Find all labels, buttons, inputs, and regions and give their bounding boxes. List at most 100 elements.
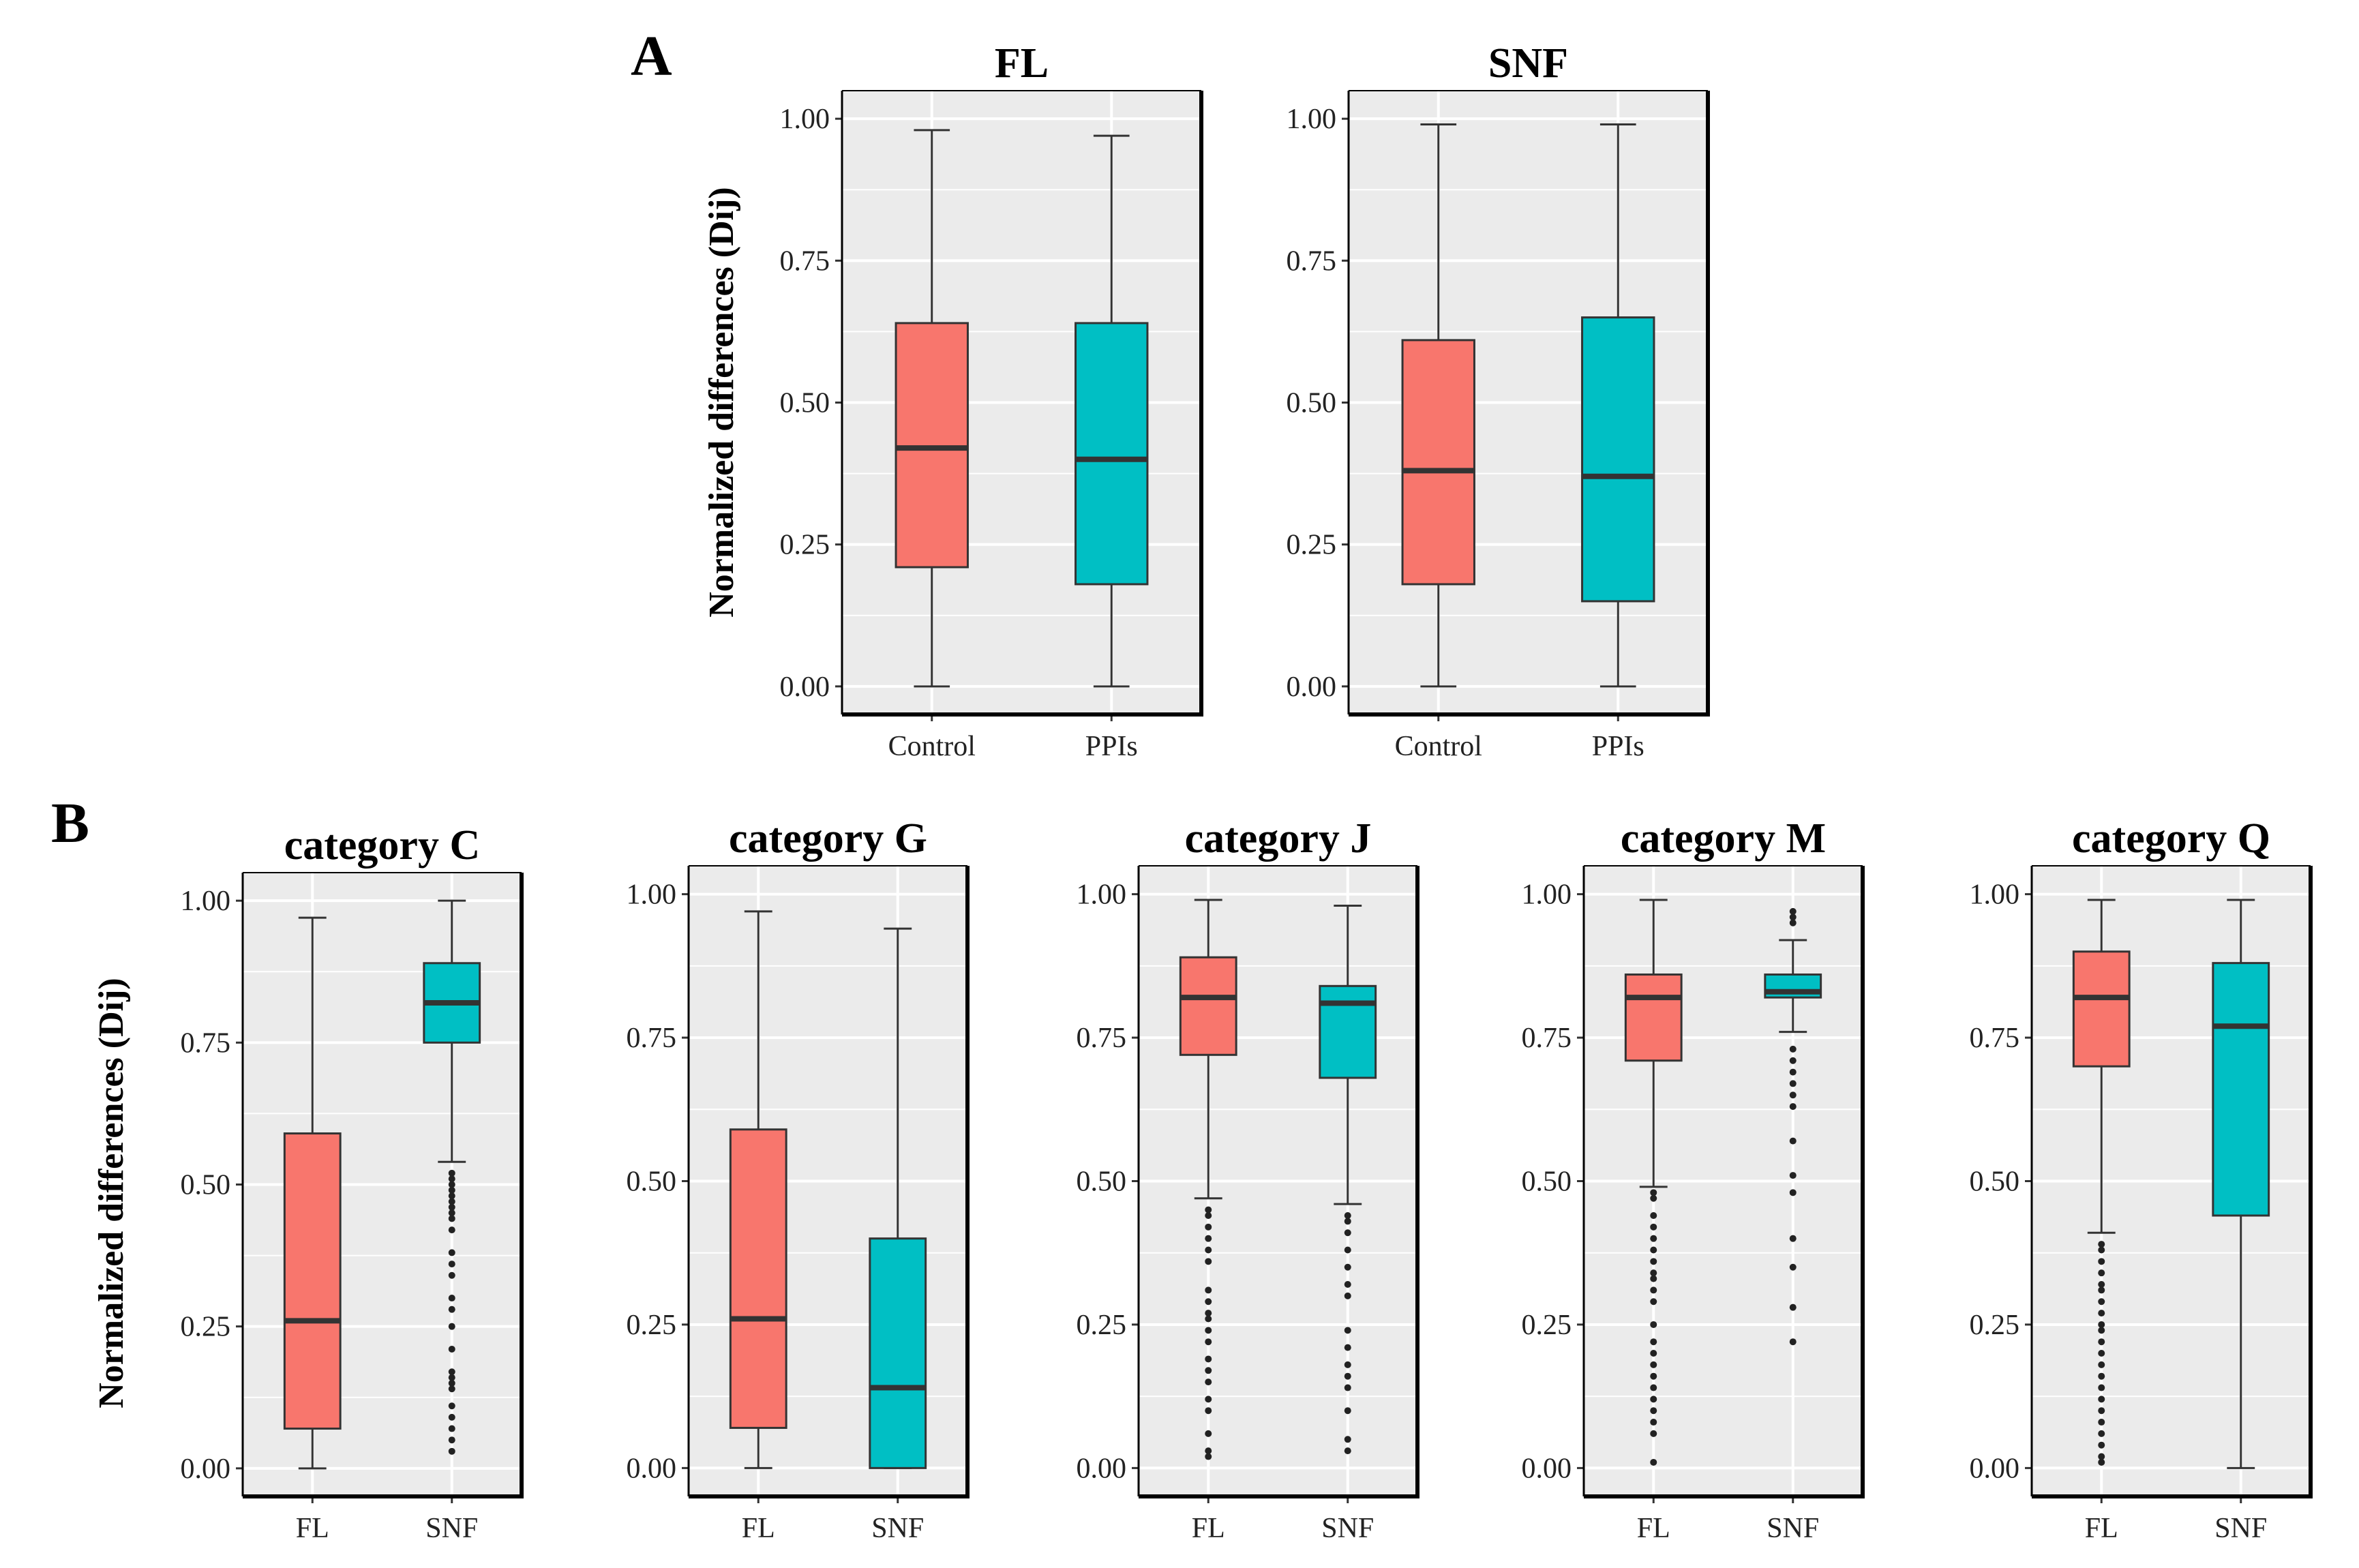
x-tick-label: SNF: [2214, 1513, 2267, 1544]
outlier-point: [1789, 1068, 1797, 1076]
outlier-point: [1205, 1286, 1212, 1294]
y-tick-label: 0.50: [627, 1166, 677, 1198]
outlier-point: [2098, 1338, 2105, 1346]
x-tick-label: PPIs: [1592, 731, 1644, 762]
y-tick-label: 1.00: [627, 879, 677, 911]
outlier-point: [448, 1413, 455, 1421]
outlier-point: [1789, 1137, 1797, 1145]
box-body: [1401, 339, 1475, 586]
outlier-point: [1205, 1235, 1212, 1242]
outlier-point: [1344, 1246, 1351, 1254]
y-tick-label: 0.25: [1077, 1310, 1127, 1341]
outlier-point: [1789, 1045, 1797, 1053]
outlier-point: [1205, 1338, 1212, 1346]
y-tick-label: 0.00: [780, 672, 830, 703]
outlier-point: [448, 1379, 455, 1387]
outlier-point: [2098, 1327, 2105, 1334]
chart-1: 0.00 0.25 0.50 0.75 1.00 Control PPIs SNF: [1287, 40, 1710, 762]
box-body: [2212, 962, 2270, 1217]
outlier-point: [2098, 1419, 2105, 1426]
y-tick-label: 1.00: [1287, 104, 1337, 135]
outlier-point: [448, 1306, 455, 1313]
y-tick-label: 0.00: [1522, 1453, 1572, 1484]
outlier-point: [448, 1295, 455, 1302]
chart-4: 0.00 0.25 0.50 0.75 1.00 FL SNF category J: [1077, 815, 1419, 1544]
outlier-point: [1344, 1361, 1351, 1368]
x-tick-label: SNF: [425, 1513, 478, 1544]
panel-b-letter: B: [51, 791, 89, 855]
y-tick-label: 0.75: [627, 1023, 677, 1054]
y-axis-title-b: Normalized differences (Dij): [92, 978, 131, 1408]
box-FL: FL: [283, 916, 342, 1544]
chart-title: category J: [1185, 815, 1372, 862]
outlier-point: [2098, 1458, 2105, 1466]
outlier-point: [1650, 1194, 1657, 1202]
outlier-point: [2098, 1361, 2105, 1368]
outlier-point: [1205, 1396, 1212, 1403]
outlier-point: [448, 1261, 455, 1268]
outlier-point: [448, 1226, 455, 1234]
outlier-point: [448, 1436, 455, 1444]
outlier-point: [1650, 1384, 1657, 1391]
outlier-point: [1344, 1436, 1351, 1443]
y-tick-label: 0.75: [181, 1027, 231, 1059]
y-tick-label: 0.75: [1522, 1023, 1572, 1054]
outlier-point: [1205, 1258, 1212, 1265]
outlier-point: [448, 1374, 455, 1381]
outlier-point: [448, 1169, 455, 1177]
box-Control: Control: [1395, 123, 1482, 762]
outlier-point: [1789, 1263, 1797, 1271]
chart-3: 0.00 0.25 0.50 0.75 1.00 FL SNF category G: [627, 815, 970, 1544]
y-tick-label: 0.50: [1287, 388, 1337, 419]
y-tick-label: 0.00: [1970, 1453, 2020, 1484]
outlier-point: [1650, 1212, 1657, 1220]
outlier-point: [1789, 907, 1797, 915]
outlier-point: [2098, 1258, 2105, 1265]
x-tick-label: SNF: [871, 1513, 924, 1544]
outlier-point: [1789, 1057, 1797, 1064]
y-tick-label: 0.25: [780, 530, 830, 561]
y-tick-label: 0.50: [1970, 1166, 2020, 1198]
outlier-point: [1344, 1229, 1351, 1237]
y-tick-label: 1.00: [780, 104, 830, 135]
panel-a-letter: A: [631, 25, 672, 88]
outlier-point: [1789, 1189, 1797, 1196]
outlier-point: [1205, 1310, 1212, 1317]
outlier-point: [448, 1425, 455, 1432]
outlier-point: [448, 1345, 455, 1353]
y-tick-label: 1.00: [1970, 879, 2020, 911]
outlier-point: [448, 1368, 455, 1376]
outlier-point: [1789, 1103, 1797, 1111]
x-tick-label: Control: [1395, 731, 1482, 762]
y-tick-label: 1.00: [1077, 879, 1127, 911]
outlier-point: [1344, 1344, 1351, 1351]
y-tick-label: 0.50: [1522, 1166, 1572, 1198]
box-PPIs: PPIs: [1075, 134, 1149, 762]
outlier-point: [2098, 1269, 2105, 1277]
outlier-point: [2098, 1441, 2105, 1449]
outlier-point: [1205, 1223, 1212, 1231]
box-SNF: SNF: [2212, 899, 2270, 1544]
chart-title: category Q: [2072, 815, 2270, 862]
box-body: [869, 1237, 927, 1469]
outlier-point: [1205, 1206, 1212, 1213]
outlier-point: [1205, 1246, 1212, 1254]
outlier-point: [1650, 1396, 1657, 1403]
box-body: [1075, 322, 1149, 586]
outlier-point: [2098, 1407, 2105, 1415]
outlier-point: [2098, 1350, 2105, 1357]
outlier-point: [1789, 1080, 1797, 1087]
outlier-point: [448, 1175, 455, 1183]
outlier-point: [1789, 914, 1797, 921]
outlier-point: [1789, 1338, 1797, 1346]
outlier-point: [1205, 1355, 1212, 1363]
outlier-point: [448, 1192, 455, 1200]
outlier-point: [1205, 1447, 1212, 1455]
outlier-point: [2098, 1298, 2105, 1306]
outlier-point: [448, 1271, 455, 1279]
box-body: [895, 322, 969, 569]
outlier-point: [1344, 1407, 1351, 1415]
outlier-point: [1205, 1367, 1212, 1374]
chart-2: 0.00 0.25 0.50 0.75 1.00 FL SNF category C: [181, 822, 524, 1544]
x-tick-label: FL: [296, 1513, 329, 1544]
